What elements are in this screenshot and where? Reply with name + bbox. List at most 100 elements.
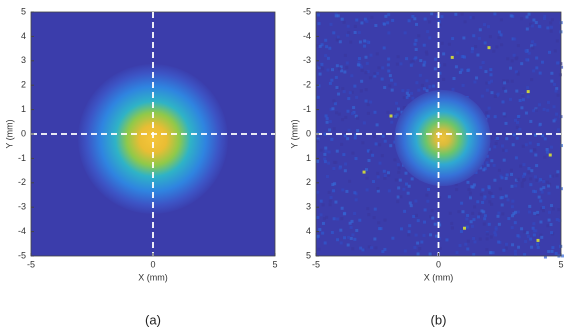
noise-pixel — [502, 112, 506, 116]
noise-pixel — [429, 215, 433, 219]
noise-pixel — [428, 36, 432, 40]
noise-pixel — [514, 70, 518, 74]
noise-pixel — [500, 144, 504, 148]
noise-pixel — [535, 66, 539, 70]
hot-pixel — [536, 238, 540, 242]
noise-pixel — [365, 40, 369, 44]
noise-pixel — [366, 70, 370, 74]
noise-pixel — [442, 52, 446, 56]
x-tick-label: 0 — [150, 259, 155, 269]
noise-pixel — [483, 23, 487, 27]
noise-pixel — [361, 141, 365, 145]
noise-pixel — [434, 234, 438, 238]
noise-pixel — [367, 245, 371, 249]
noise-pixel — [318, 72, 322, 76]
noise-pixel — [551, 246, 555, 250]
noise-pixel — [373, 74, 377, 78]
noise-pixel — [426, 199, 430, 203]
noise-pixel — [345, 189, 349, 193]
noise-pixel — [327, 150, 331, 154]
noise-pixel — [360, 79, 364, 83]
noise-pixel — [353, 84, 357, 88]
beam — [78, 64, 228, 214]
noise-pixel — [551, 174, 555, 178]
noise-pixel — [376, 189, 380, 193]
noise-pixel — [555, 218, 559, 222]
noise-pixel — [374, 246, 378, 250]
noise-pixel — [476, 53, 480, 57]
noise-pixel — [499, 196, 503, 200]
noise-pixel — [490, 79, 494, 83]
noise-pixel — [530, 44, 534, 48]
noise-pixel — [407, 230, 411, 234]
y-tick-label: -3 — [18, 202, 26, 212]
noise-pixel — [500, 176, 504, 180]
noise-pixel — [471, 16, 475, 20]
noise-pixel — [496, 136, 500, 140]
noise-pixel — [364, 99, 368, 103]
noise-pixel — [403, 249, 407, 253]
noise-pixel — [522, 163, 526, 167]
noise-pixel — [555, 87, 559, 91]
noise-pixel — [549, 25, 553, 29]
noise-pixel — [323, 160, 327, 164]
noise-pixel — [335, 111, 339, 115]
x-axis-label: X (mm) — [424, 272, 454, 282]
noise-pixel — [414, 213, 418, 217]
noise-pixel — [316, 236, 320, 240]
noise-pixel — [507, 217, 511, 221]
noise-pixel — [473, 205, 477, 209]
noise-pixel — [386, 171, 390, 175]
noise-pixel — [376, 171, 380, 175]
noise-pixel — [532, 69, 536, 73]
beam — [394, 90, 491, 186]
noise-pixel — [367, 159, 371, 163]
y-tick-label: -1 — [18, 153, 26, 163]
noise-pixel — [520, 181, 524, 185]
noise-pixel — [341, 87, 345, 91]
noise-pixel — [533, 190, 537, 194]
noise-pixel — [376, 175, 380, 179]
noise-pixel — [321, 231, 325, 235]
noise-pixel — [438, 23, 442, 27]
noise-pixel — [422, 87, 426, 91]
noise-pixel — [487, 185, 491, 189]
noise-pixel — [340, 142, 344, 146]
noise-pixel — [342, 20, 346, 24]
y-tick-label: -3 — [303, 55, 311, 65]
noise-pixel — [404, 182, 408, 186]
noise-pixel — [472, 183, 476, 187]
noise-pixel — [442, 77, 446, 81]
noise-pixel — [534, 175, 538, 179]
caption: (a) — [145, 312, 161, 327]
noise-pixel — [536, 210, 540, 214]
noise-pixel — [405, 57, 409, 61]
noise-pixel — [514, 57, 518, 61]
noise-pixel — [358, 40, 362, 44]
noise-pixel — [557, 208, 561, 212]
noise-pixel — [354, 198, 358, 202]
noise-pixel — [387, 173, 391, 177]
noise-pixel — [408, 224, 412, 228]
noise-pixel — [399, 227, 403, 231]
noise-pixel — [443, 63, 447, 67]
noise-pixel — [457, 210, 461, 214]
noise-pixel — [356, 129, 360, 133]
noise-pixel — [347, 235, 351, 239]
noise-pixel — [541, 206, 545, 210]
noise-pixel — [369, 53, 373, 57]
noise-pixel — [491, 251, 495, 255]
noise-pixel — [337, 67, 341, 71]
noise-pixel — [490, 91, 494, 95]
noise-pixel — [383, 218, 387, 222]
x-axis-label: X (mm) — [138, 272, 168, 282]
noise-pixel — [555, 185, 559, 189]
noise-pixel — [510, 59, 514, 63]
noise-pixel — [537, 179, 541, 183]
noise-pixel — [497, 168, 501, 172]
hot-pixel — [548, 153, 552, 157]
noise-pixel — [531, 46, 535, 50]
noise-pixel — [470, 224, 474, 228]
noise-pixel — [425, 89, 429, 93]
noise-pixel — [399, 195, 403, 199]
